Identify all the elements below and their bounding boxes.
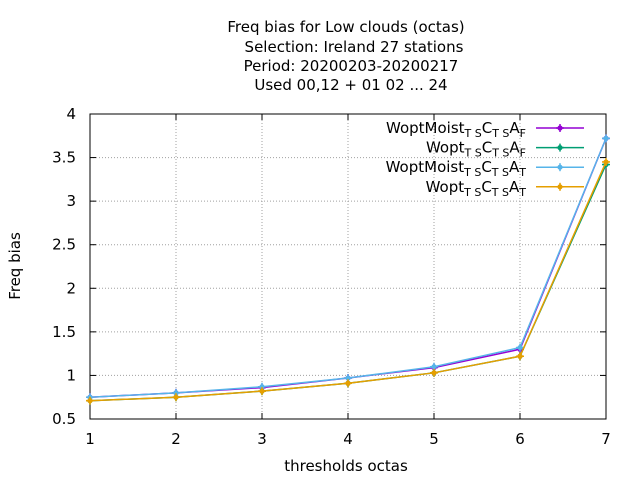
title-line-1: Freq bias for Low clouds (octas) bbox=[227, 18, 464, 36]
y-tick-label: 1.5 bbox=[52, 323, 76, 341]
series-line bbox=[89, 161, 607, 402]
y-tick-label: 1 bbox=[66, 366, 76, 384]
data-point bbox=[344, 379, 352, 388]
series-4 bbox=[86, 157, 610, 405]
x-tick-label: 3 bbox=[257, 430, 267, 448]
legend-label: WoptT SCT SAF bbox=[426, 139, 526, 160]
y-axis-ticks: 0.5 1 1.5 2 2.5 3 3.5 4 bbox=[52, 105, 606, 428]
legend-marker bbox=[556, 143, 564, 152]
legend-entry-3: WoptMoistT SCT SAT bbox=[386, 158, 584, 179]
data-point bbox=[602, 134, 610, 143]
legend-label: WoptMoistT SCT SAT bbox=[386, 158, 527, 179]
data-point bbox=[430, 368, 438, 377]
data-point bbox=[516, 343, 524, 352]
data-point bbox=[86, 396, 94, 405]
legend-marker bbox=[556, 163, 564, 172]
x-axis-label: thresholds octas bbox=[284, 457, 408, 475]
data-point bbox=[602, 157, 610, 166]
legend-entry-4: WoptT SCT SAT bbox=[426, 178, 584, 199]
data-point bbox=[516, 352, 524, 361]
title-line-3: Period: 20200203-20200217 bbox=[244, 57, 459, 75]
y-tick-label: 3.5 bbox=[52, 149, 76, 167]
legend-entry-1: WoptMoistT SCT SAF bbox=[386, 119, 584, 140]
legend-marker bbox=[556, 124, 564, 132]
x-axis-ticks: 1 2 3 4 5 6 7 bbox=[85, 114, 611, 448]
data-point bbox=[172, 388, 180, 397]
y-tick-label: 2 bbox=[66, 279, 76, 297]
x-tick-label: 4 bbox=[343, 430, 353, 448]
legend-label: WoptMoistT SCT SAF bbox=[386, 119, 526, 140]
y-axis-label: Freq bias bbox=[6, 232, 24, 300]
data-point bbox=[258, 387, 266, 396]
title-line-2: Selection: Ireland 27 stations bbox=[245, 38, 464, 56]
y-tick-label: 0.5 bbox=[52, 410, 76, 428]
y-tick-label: 3 bbox=[66, 192, 76, 210]
title-line-4: Used 00,12 + 01 02 ... 24 bbox=[254, 76, 447, 94]
legend-marker bbox=[556, 182, 564, 191]
legend-entry-2: WoptT SCT SAF bbox=[426, 139, 584, 160]
series-lines bbox=[86, 134, 610, 405]
x-tick-label: 7 bbox=[601, 430, 611, 448]
x-tick-label: 5 bbox=[429, 430, 439, 448]
chart-title: Freq bias for Low clouds (octas) Selecti… bbox=[227, 18, 464, 94]
x-tick-label: 6 bbox=[515, 430, 525, 448]
x-tick-label: 2 bbox=[171, 430, 181, 448]
data-point bbox=[172, 393, 180, 402]
y-tick-label: 4 bbox=[66, 105, 76, 123]
grid-lines bbox=[90, 114, 606, 419]
y-tick-label: 2.5 bbox=[52, 236, 76, 254]
legend-label: WoptT SCT SAT bbox=[426, 178, 527, 199]
data-point bbox=[430, 362, 438, 371]
x-tick-label: 1 bbox=[85, 430, 95, 448]
